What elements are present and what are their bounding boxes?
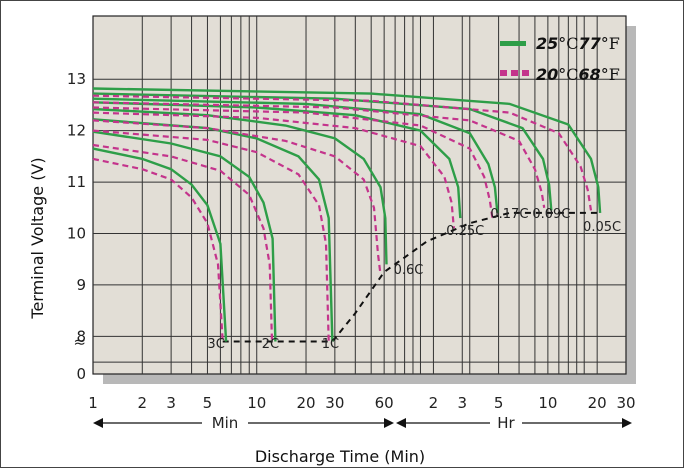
rate-label-0p09c: 0.09C [532, 207, 570, 222]
y-tick-label: 10 [67, 224, 86, 242]
legend-swatch-20c-a [500, 70, 507, 76]
curve-25c-0p09c [92, 92, 553, 211]
y-tick-label: 9 [76, 276, 86, 294]
legend: 25°C77°F 20°C68°F [500, 34, 620, 84]
x-tick-label: 20 [588, 394, 607, 412]
x-tick-label: 10 [247, 394, 266, 412]
rate-labels: 3C 2C 1C 0.6C 0.25C 0.17C 0.09C 0.05C [207, 207, 621, 352]
legend-label-25c: 25°C77°F [536, 34, 620, 53]
x-tick-label: 60 [375, 394, 394, 412]
hr-arrow-left [396, 418, 406, 428]
y-tick-label: 13 [67, 70, 86, 88]
curve-20c-1c [92, 129, 330, 342]
y-tick-label: 11 [67, 173, 86, 191]
rate-label-0p25c: 0.25C [446, 224, 484, 239]
grid-lines [93, 16, 626, 374]
curve-25c-0p25c [92, 101, 462, 219]
x-axis-title: Discharge Time (Min) [255, 447, 425, 466]
curve-20c-2c [92, 143, 274, 342]
hr-unit-label: Hr [497, 414, 515, 432]
y-break-symbol: ≈ [73, 333, 86, 351]
plot-area [92, 15, 627, 375]
x-tick-label: 3 [457, 394, 467, 412]
x-tick-label: 30 [616, 394, 635, 412]
curve-20c-0p25c [92, 111, 455, 229]
legend-swatch-20c-c [522, 70, 529, 76]
cutoff-line [222, 211, 601, 343]
rate-label-3c: 3C [207, 337, 224, 352]
curve-25c-0p05c [92, 87, 602, 213]
rate-label-1c: 1C [322, 337, 339, 352]
y-tick-labels: 0 8 9 10 11 12 13 [67, 70, 86, 383]
rate-label-0p05c: 0.05C [583, 220, 621, 235]
x-tick-label: 10 [538, 394, 557, 412]
x-tick-label: 5 [203, 394, 213, 412]
hr-arrow-right [622, 418, 632, 428]
x-tick-label: 3 [166, 394, 176, 412]
x-tick-label: 30 [325, 394, 344, 412]
y-tick-label: 0 [76, 365, 86, 383]
curve-25c-0p6c [92, 107, 388, 265]
x-tick-label: 5 [494, 394, 504, 412]
curve-25c-3c [92, 147, 228, 342]
x-tick-labels: 1 2 3 5 10 20 30 60 2 3 5 10 20 30 [88, 394, 635, 412]
min-arrow-left [93, 418, 103, 428]
time-unit-brackets: Min Hr [93, 414, 632, 432]
curve-25c-0p17c [92, 97, 499, 214]
legend-swatch-25c [500, 41, 526, 46]
x-tick-label: 1 [88, 394, 98, 412]
x-tick-label: 2 [138, 394, 148, 412]
rate-label-0p6c: 0.6C [394, 263, 424, 278]
discharge-curves [92, 87, 602, 342]
legend-label-20c: 20°C68°F [536, 65, 620, 84]
curve-20c-0p05c [92, 94, 593, 211]
rate-label-2c: 2C [262, 337, 279, 352]
y-tick-label: 8 [76, 327, 86, 345]
min-arrow-right [384, 418, 394, 428]
y-axis-title: Terminal Voltage (V) [28, 157, 47, 319]
y-tick-label: 12 [67, 122, 86, 140]
curve-25c-2c [92, 130, 277, 342]
curve-20c-0p17c [92, 106, 494, 219]
legend-swatch-20c-b [511, 70, 518, 76]
rate-label-0p17c: 0.17C [490, 207, 528, 222]
cutoff-line-path [222, 211, 601, 343]
curve-20c-0p6c [92, 119, 382, 275]
curve-20c-3c [92, 157, 224, 342]
x-tick-label: 20 [296, 394, 315, 412]
min-unit-label: Min [212, 414, 239, 432]
curve-20c-0p09c [92, 101, 546, 208]
x-tick-label: 2 [429, 394, 439, 412]
